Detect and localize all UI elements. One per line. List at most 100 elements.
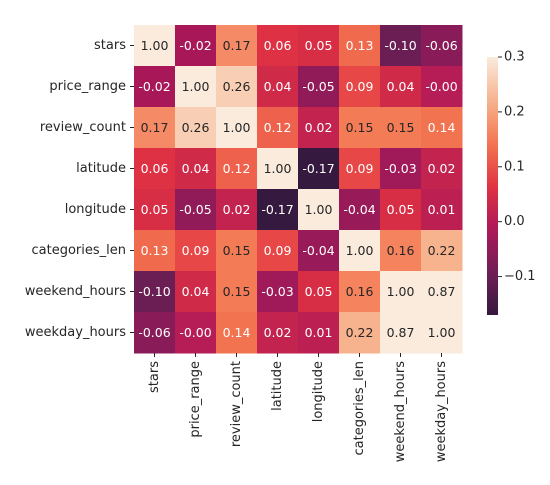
y-tick-label: review_count xyxy=(40,120,126,135)
heatmap-cell xyxy=(421,312,463,354)
heatmap-cell xyxy=(298,148,340,190)
heatmap-cell-label: -0.17 xyxy=(302,161,334,176)
heatmap-cell-label: 1.00 xyxy=(428,325,456,340)
heatmap-cell-label: 0.14 xyxy=(223,325,251,340)
y-axis-ticks: stars price_range review_count latitude long… xyxy=(25,38,134,340)
heatmap-cell-label: 0.13 xyxy=(346,38,374,53)
y-tick-label: weekend_hours xyxy=(25,284,126,299)
heatmap-cell xyxy=(134,107,176,149)
heatmap-cell-label: 0.09 xyxy=(346,79,374,94)
heatmap-cell-label: 1.00 xyxy=(264,161,292,176)
heatmap-cell-label: 0.01 xyxy=(428,202,456,217)
heatmap-cell xyxy=(380,25,422,67)
heatmap-cell-label: 0.22 xyxy=(346,325,374,340)
heatmap-cell-label: 1.00 xyxy=(223,120,251,135)
heatmap-cell-label: -0.10 xyxy=(384,38,416,53)
heatmap-cell xyxy=(216,271,258,313)
heatmap-cell xyxy=(175,148,217,190)
heatmap-cell xyxy=(421,230,463,272)
heatmap-cell-label: 0.02 xyxy=(305,120,333,135)
heatmap-cell-label: 0.16 xyxy=(346,284,374,299)
heatmap-cell-label: 0.13 xyxy=(141,243,169,258)
heatmap-cell xyxy=(216,107,258,149)
heatmap-cell-label: 0.17 xyxy=(223,38,251,53)
colorbar-tick-label: 0.3 xyxy=(504,50,525,65)
heatmap-cell-label: -0.04 xyxy=(343,202,375,217)
heatmap-cell xyxy=(134,189,176,231)
heatmap-cell-label: 0.04 xyxy=(182,284,210,299)
heatmap-cell-label: -0.00 xyxy=(179,325,211,340)
heatmap-cell-label: 0.12 xyxy=(264,120,292,135)
heatmap-cell xyxy=(216,66,258,108)
x-tick-label: weekday_hours xyxy=(434,361,449,462)
heatmap-cell-label: -0.00 xyxy=(425,79,457,94)
heatmap-cell-label: 1.00 xyxy=(141,38,169,53)
heatmap-cell-label: 0.05 xyxy=(141,202,169,217)
x-tick-label: stars xyxy=(147,361,162,393)
heatmap-cell xyxy=(380,230,422,272)
heatmap-cell-label: 0.15 xyxy=(223,284,251,299)
heatmap-cell xyxy=(216,312,258,354)
heatmap-cell xyxy=(134,271,176,313)
heatmap-cell-label: 0.87 xyxy=(428,284,456,299)
heatmap-cell xyxy=(339,148,381,190)
colorbar-tick-label: 0.0 xyxy=(504,214,525,229)
heatmap-cell xyxy=(298,230,340,272)
heatmap-cell xyxy=(175,66,217,108)
heatmap-cell xyxy=(298,271,340,313)
heatmap-cell-label: 0.01 xyxy=(305,325,333,340)
heatmap-cell-label: -0.17 xyxy=(261,202,293,217)
heatmap-cell-label: 0.04 xyxy=(387,79,415,94)
colorbar-tick-label: −0.1 xyxy=(504,269,536,284)
heatmap-cell-label: 0.09 xyxy=(264,243,292,258)
y-tick-label: stars xyxy=(94,38,126,53)
heatmap-cell-label: -0.02 xyxy=(179,38,211,53)
x-tick-label: review_count xyxy=(229,361,244,447)
x-tick-label: weekend_hours xyxy=(393,361,408,462)
heatmap-cell-label: 0.26 xyxy=(182,120,210,135)
heatmap-cell-label: -0.02 xyxy=(138,79,170,94)
heatmap-cell xyxy=(339,107,381,149)
heatmap-cell xyxy=(421,25,463,67)
heatmap-cell xyxy=(257,148,299,190)
heatmap-cell xyxy=(380,312,422,354)
heatmap-cell xyxy=(175,107,217,149)
heatmap-cell xyxy=(339,312,381,354)
heatmap-cell xyxy=(216,189,258,231)
x-tick-label: longitude xyxy=(311,361,326,422)
y-tick-label: longitude xyxy=(65,202,126,217)
heatmap-cell-label: 0.02 xyxy=(264,325,292,340)
heatmap-cell xyxy=(175,312,217,354)
heatmap-cell xyxy=(216,25,258,67)
colorbar-tick-label: 0.1 xyxy=(504,159,525,174)
heatmap-cell xyxy=(421,271,463,313)
heatmap-cell xyxy=(298,66,340,108)
heatmap-cell xyxy=(175,271,217,313)
heatmap-cell xyxy=(216,148,258,190)
heatmap-cell xyxy=(298,312,340,354)
heatmap-cell-label: 1.00 xyxy=(387,284,415,299)
heatmap-cell-label: -0.06 xyxy=(138,325,170,340)
x-tick-label: categories_len xyxy=(352,361,367,456)
heatmap-cell-label: -0.05 xyxy=(179,202,211,217)
heatmap-cell-label: -0.05 xyxy=(302,79,334,94)
heatmap-cell-label: 0.09 xyxy=(182,243,210,258)
heatmap-cell xyxy=(175,189,217,231)
heatmap-cell-label: 0.05 xyxy=(305,284,333,299)
x-tick-label: price_range xyxy=(188,361,203,438)
heatmap-cell xyxy=(257,107,299,149)
heatmap-cell xyxy=(257,66,299,108)
heatmap-cell xyxy=(175,25,217,67)
heatmap-cell xyxy=(339,271,381,313)
heatmap-cell-label: 0.02 xyxy=(428,161,456,176)
heatmap-cell xyxy=(421,189,463,231)
x-tick-label: latitude xyxy=(270,361,285,411)
heatmap-cell xyxy=(134,66,176,108)
heatmap-cell-label: 0.22 xyxy=(428,243,456,258)
heatmap-cell xyxy=(339,66,381,108)
heatmap-cell-label: 0.04 xyxy=(182,161,210,176)
heatmap-cell xyxy=(298,107,340,149)
heatmap-cell-label: 0.15 xyxy=(346,120,374,135)
heatmap-cell xyxy=(421,107,463,149)
